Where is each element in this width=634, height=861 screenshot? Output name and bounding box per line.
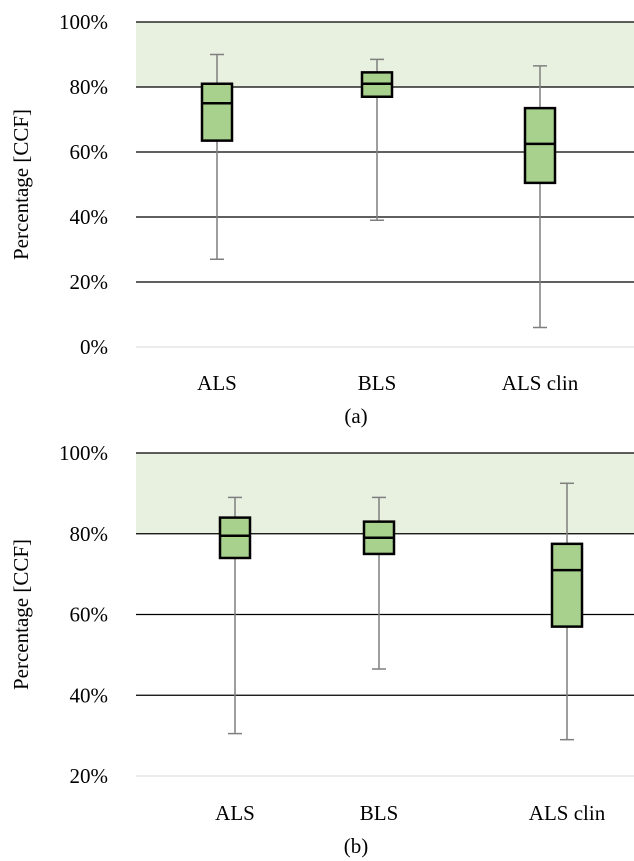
y-axis-label: Percentage [CCF]	[9, 539, 33, 690]
box-als	[200, 53, 234, 260]
category-label: ALS	[215, 801, 255, 825]
panel-caption: (b)	[344, 834, 369, 858]
y-tick-label: 60%	[70, 140, 109, 164]
panel-a: 0% 20% 40% 60% 80% 100% Percentage [CCF] ALS BLS…	[9, 10, 634, 428]
panel-b: 20% 40% 60% 80% 100% Percentage [CCF] ALS BLS AL…	[9, 441, 634, 858]
y-tick-label: 20%	[70, 270, 109, 294]
category-label: ALS	[197, 371, 237, 395]
y-tick-label: 60%	[70, 603, 109, 627]
category-label: ALS clin	[502, 371, 579, 395]
y-tick-label: 80%	[70, 522, 109, 546]
y-axis-label: Percentage [CCF]	[9, 109, 33, 260]
iqr-box	[523, 106, 557, 185]
y-tick-label: 100%	[59, 441, 108, 465]
category-label: BLS	[358, 371, 397, 395]
box-bls	[362, 496, 396, 670]
category-label: ALS clin	[529, 801, 606, 825]
y-tick-label: 0%	[80, 335, 108, 359]
y-tick-label: 100%	[59, 10, 108, 34]
panel-caption: (a)	[344, 404, 367, 428]
box-als-clin	[523, 65, 557, 329]
y-tick-label: 40%	[70, 205, 109, 229]
box-als-clin	[550, 482, 584, 741]
iqr-box	[550, 542, 584, 628]
y-tick-label: 20%	[70, 764, 109, 788]
box-bls	[360, 58, 394, 221]
iqr-box	[218, 516, 252, 560]
box-als	[218, 496, 252, 735]
y-tick-label: 80%	[70, 75, 109, 99]
iqr-box	[200, 82, 234, 142]
category-label: BLS	[360, 801, 399, 825]
y-tick-label: 40%	[70, 683, 109, 707]
